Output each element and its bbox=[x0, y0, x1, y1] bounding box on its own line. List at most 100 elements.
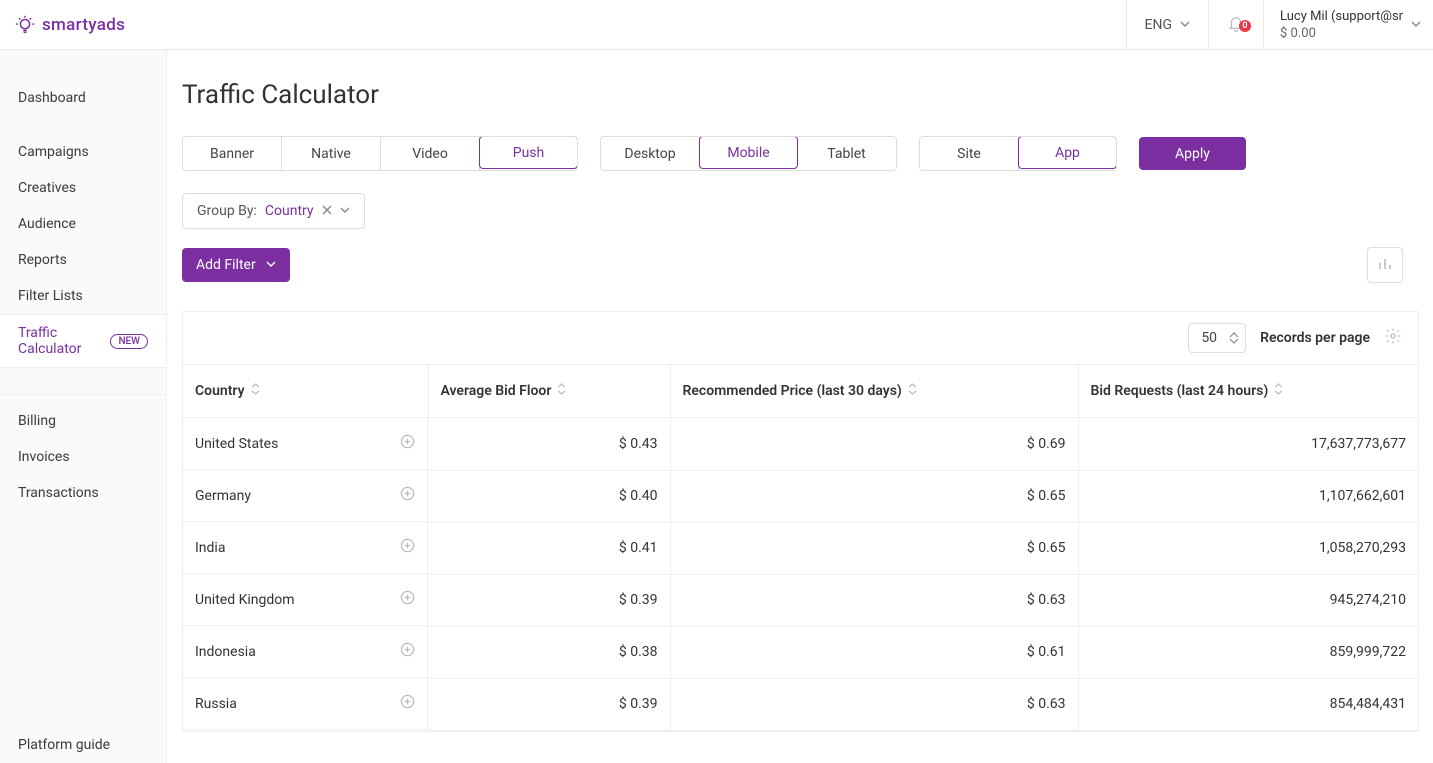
chevron-down-icon bbox=[1180, 17, 1190, 33]
cell-country: Russia bbox=[183, 678, 428, 730]
apply-button[interactable]: Apply bbox=[1139, 137, 1246, 170]
sidebar-item-label: Dashboard bbox=[18, 90, 86, 106]
cell-country: United States bbox=[183, 418, 428, 470]
format-option-video[interactable]: Video bbox=[381, 137, 480, 170]
records-per-page-select[interactable]: 50 bbox=[1188, 323, 1246, 353]
segment-label: Push bbox=[513, 145, 545, 161]
gear-icon[interactable] bbox=[1384, 327, 1402, 349]
sidebar-item-transactions[interactable]: Transactions bbox=[0, 475, 166, 511]
column-header[interactable]: Recommended Price (last 30 days) bbox=[670, 365, 1078, 418]
segment-label: Desktop bbox=[624, 146, 675, 162]
sidebar-item-reports[interactable]: Reports bbox=[0, 242, 166, 278]
cell-country: Indonesia bbox=[183, 626, 428, 678]
plus-circle-icon[interactable] bbox=[400, 694, 415, 713]
sidebar-item-label: Billing bbox=[18, 413, 56, 429]
topbar-right: ENG 0 Lucy Mil (support@sma $ 0.00 bbox=[1126, 0, 1433, 49]
records-per-page-label: Records per page bbox=[1260, 330, 1370, 346]
country-name: India bbox=[195, 540, 225, 556]
main-content: Traffic Calculator BannerNativeVideoPush… bbox=[167, 50, 1433, 763]
segment-label: Banner bbox=[210, 146, 254, 162]
cell-country: United Kingdom bbox=[183, 574, 428, 626]
sidebar-item-dashboard[interactable]: Dashboard bbox=[0, 80, 166, 116]
records-per-page-value: 50 bbox=[1201, 330, 1217, 346]
chevron-down-icon bbox=[266, 257, 276, 273]
sidebar: Dashboard Campaigns Creatives AudienceRepo… bbox=[0, 50, 167, 763]
notifications-count: 0 bbox=[1239, 20, 1251, 32]
device-option-mobile[interactable]: Mobile bbox=[699, 136, 798, 169]
inventory-option-app[interactable]: App bbox=[1018, 136, 1117, 169]
plus-circle-icon[interactable] bbox=[400, 590, 415, 609]
sidebar-item-invoices[interactable]: Invoices bbox=[0, 439, 166, 475]
column-header-label: Bid Requests (last 24 hours) bbox=[1091, 383, 1269, 399]
groupby-label: Group By: bbox=[197, 203, 257, 219]
cell-requests: 1,107,662,601 bbox=[1078, 470, 1418, 522]
cell-bid-floor: $ 0.38 bbox=[428, 626, 670, 678]
sort-icon bbox=[557, 383, 566, 399]
device-segment: Desktop MobileTablet bbox=[600, 136, 897, 171]
country-name: United States bbox=[195, 436, 278, 452]
column-header[interactable]: Country bbox=[183, 365, 428, 418]
apply-button-label: Apply bbox=[1175, 146, 1210, 162]
add-filter-button[interactable]: Add Filter bbox=[182, 248, 290, 282]
table-toolbar: 50 Records per page bbox=[183, 312, 1418, 364]
cell-rec-price: $ 0.65 bbox=[670, 522, 1078, 574]
data-table: Country Average Bid Floor Recommended Pric… bbox=[183, 364, 1418, 731]
plus-circle-icon[interactable] bbox=[400, 434, 415, 453]
sort-icon bbox=[1274, 383, 1283, 399]
brand-logo[interactable]: smartyads bbox=[14, 14, 125, 36]
segment-label: App bbox=[1055, 145, 1080, 161]
cell-country: India bbox=[183, 522, 428, 574]
cell-requests: 859,999,722 bbox=[1078, 626, 1418, 678]
sidebar-platform-guide[interactable]: Platform guide bbox=[0, 727, 166, 763]
cell-bid-floor: $ 0.39 bbox=[428, 574, 670, 626]
language-switcher[interactable]: ENG bbox=[1126, 0, 1208, 49]
country-name: Germany bbox=[195, 488, 251, 504]
sidebar-item-label: Creatives bbox=[18, 180, 76, 196]
device-option-desktop[interactable]: Desktop bbox=[601, 137, 700, 170]
groupby-pill[interactable]: Group By: Country bbox=[182, 193, 365, 229]
sidebar-item-audience[interactable]: Audience bbox=[0, 206, 166, 242]
table-container: 50 Records per page CountryAverage bbox=[182, 311, 1419, 732]
inventory-option-site[interactable]: Site bbox=[920, 137, 1019, 170]
column-header[interactable]: Average Bid Floor bbox=[428, 365, 670, 418]
sidebar-item-creatives[interactable]: Creatives bbox=[0, 170, 166, 206]
sidebar-item-filter-lists[interactable]: Filter Lists bbox=[0, 278, 166, 314]
format-option-native[interactable]: Native bbox=[282, 137, 381, 170]
cell-rec-price: $ 0.63 bbox=[670, 678, 1078, 730]
sidebar-item-traffic-calculator[interactable]: Traffic CalculatorNEW bbox=[0, 314, 166, 368]
sidebar-item-billing[interactable]: Billing bbox=[0, 403, 166, 439]
user-balance: $ 0.00 bbox=[1280, 26, 1316, 41]
groupby-value: Country bbox=[265, 203, 314, 219]
brand-name: smartyads bbox=[42, 15, 125, 35]
user-name: Lucy Mil (support@sma bbox=[1280, 9, 1403, 24]
sidebar-item-label: Filter Lists bbox=[18, 288, 83, 304]
segment-label: Native bbox=[311, 146, 351, 162]
groupby-row: Group By: Country bbox=[182, 193, 1419, 229]
column-header[interactable]: Bid Requests (last 24 hours) bbox=[1078, 365, 1418, 418]
language-label: ENG bbox=[1145, 17, 1172, 33]
new-badge: NEW bbox=[110, 334, 148, 349]
notifications-button[interactable]: 0 bbox=[1208, 0, 1263, 49]
format-option-banner[interactable]: Banner bbox=[183, 137, 282, 170]
segment-label: Video bbox=[412, 146, 448, 162]
filter-row: Banner Native Video Push Desktop MobileTable… bbox=[182, 136, 1419, 171]
column-header-label: Average Bid Floor bbox=[441, 383, 552, 399]
device-option-tablet[interactable]: Tablet bbox=[797, 137, 896, 170]
close-icon[interactable] bbox=[322, 203, 332, 219]
chart-view-button[interactable] bbox=[1367, 247, 1403, 283]
plus-circle-icon[interactable] bbox=[400, 642, 415, 661]
table-row: Germany$ 0.40$ 0.651,107,662,601 bbox=[183, 470, 1418, 522]
table-row: United States$ 0.43$ 0.6917,637,773,677 bbox=[183, 418, 1418, 471]
plus-circle-icon[interactable] bbox=[400, 486, 415, 505]
cell-requests: 945,274,210 bbox=[1078, 574, 1418, 626]
cell-rec-price: $ 0.69 bbox=[670, 418, 1078, 471]
cell-rec-price: $ 0.65 bbox=[670, 470, 1078, 522]
sidebar-item-campaigns[interactable]: Campaigns bbox=[0, 134, 166, 170]
cell-bid-floor: $ 0.41 bbox=[428, 522, 670, 574]
plus-circle-icon[interactable] bbox=[400, 538, 415, 557]
user-menu[interactable]: Lucy Mil (support@sma $ 0.00 bbox=[1263, 0, 1433, 49]
country-name: Russia bbox=[195, 696, 237, 712]
format-option-push[interactable]: Push bbox=[479, 136, 578, 169]
cell-requests: 17,637,773,677 bbox=[1078, 418, 1418, 471]
country-name: Indonesia bbox=[195, 644, 256, 660]
